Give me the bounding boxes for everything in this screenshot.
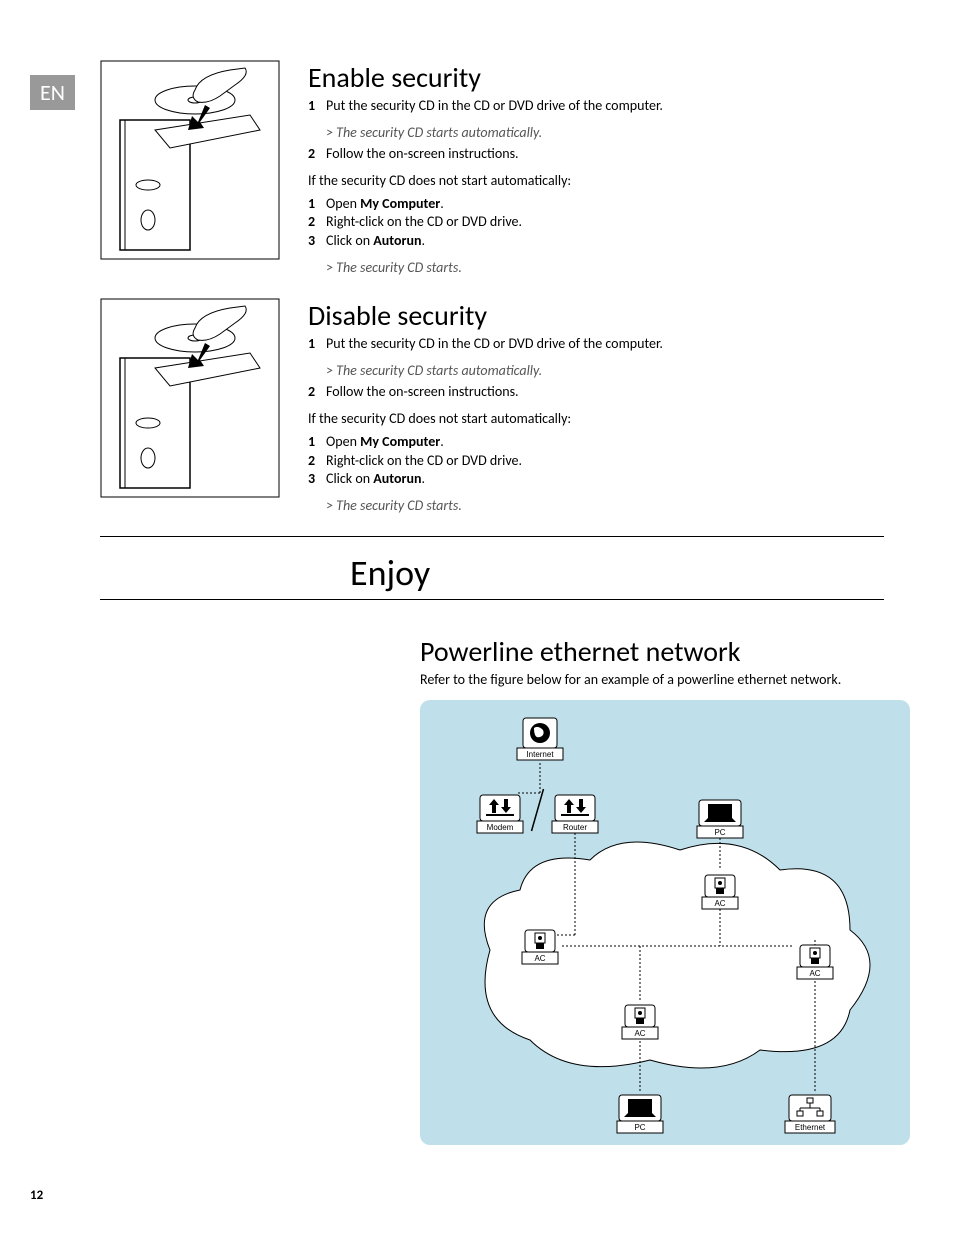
svg-text:Modem: Modem bbox=[487, 823, 514, 832]
svg-text:AC: AC bbox=[714, 899, 725, 908]
cd-insert-illustration-2 bbox=[100, 298, 280, 516]
step-item: Click on Autorun. bbox=[326, 470, 884, 489]
svg-text:AC: AC bbox=[534, 954, 545, 963]
step-item: Follow the on-screen instructions. bbox=[326, 383, 884, 402]
chapter-title: Enjoy bbox=[350, 551, 884, 595]
svg-text:Ethernet: Ethernet bbox=[795, 1123, 826, 1132]
language-badge: EN bbox=[30, 75, 75, 110]
svg-text:PC: PC bbox=[634, 1123, 645, 1132]
svg-text:Internet: Internet bbox=[526, 750, 554, 759]
step-result: The security CD starts. bbox=[326, 259, 884, 278]
cd-insert-illustration-1 bbox=[100, 60, 280, 278]
step-result: The security CD starts automatically. bbox=[326, 124, 884, 143]
powerline-intro: Refer to the figure below for an example… bbox=[420, 671, 884, 690]
fallback-intro: If the security CD does not start automa… bbox=[308, 172, 884, 191]
step-result: The security CD starts automatically. bbox=[326, 362, 884, 381]
section-title-disable: Disable security bbox=[308, 298, 884, 333]
step-item: Put the security CD in the CD or DVD dri… bbox=[326, 97, 884, 116]
step-item: Follow the on-screen instructions. bbox=[326, 145, 884, 164]
step-item: Open My Computer. bbox=[326, 433, 884, 452]
step-item: Right-click on the CD or DVD drive. bbox=[326, 452, 884, 471]
svg-text:PC: PC bbox=[714, 828, 725, 837]
step-item: Put the security CD in the CD or DVD dri… bbox=[326, 335, 884, 354]
svg-text:Router: Router bbox=[563, 823, 587, 832]
step-result: The security CD starts. bbox=[326, 497, 884, 516]
section-title-enable: Enable security bbox=[308, 60, 884, 95]
section-title-powerline: Powerline ethernet network bbox=[420, 634, 884, 669]
step-item: Right-click on the CD or DVD drive. bbox=[326, 213, 884, 232]
network-diagram: Internet Modem Router PC PC AC AC AC AC Ethernet bbox=[420, 700, 884, 1149]
step-item: Open My Computer. bbox=[326, 195, 884, 214]
svg-text:AC: AC bbox=[809, 969, 820, 978]
page-number: 12 bbox=[30, 1188, 43, 1203]
svg-text:AC: AC bbox=[634, 1029, 645, 1038]
step-item: Click on Autorun. bbox=[326, 232, 884, 251]
fallback-intro: If the security CD does not start automa… bbox=[308, 410, 884, 429]
